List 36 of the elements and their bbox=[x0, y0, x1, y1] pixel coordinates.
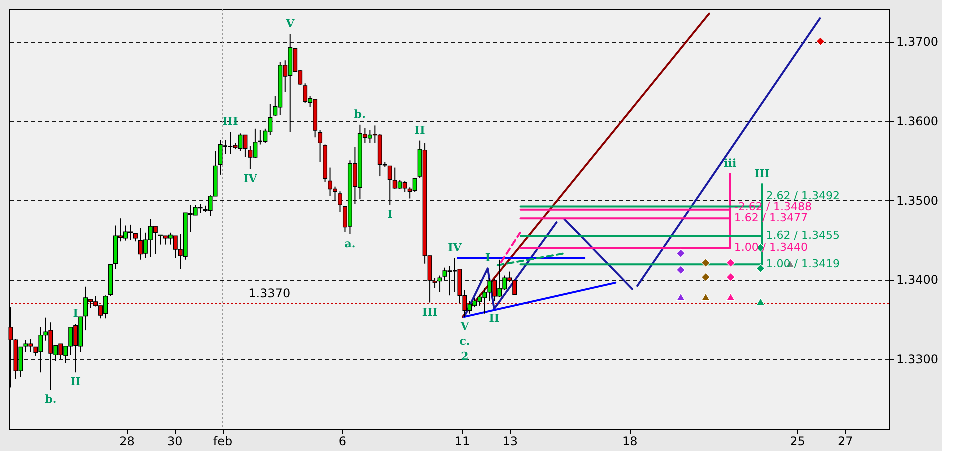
x-tick-label: 13 bbox=[502, 434, 518, 448]
annotation: III bbox=[754, 167, 770, 180]
annotation: b. bbox=[45, 393, 57, 406]
x-tick-label: 18 bbox=[622, 434, 638, 448]
annotation: I bbox=[73, 307, 78, 320]
annotation: I bbox=[388, 208, 393, 222]
annotation: 2 bbox=[461, 350, 469, 364]
series-label: 1.62 / 1.3455 bbox=[766, 229, 840, 242]
x-tick-label: 27 bbox=[838, 434, 854, 448]
y-tick-label: 1.3700 bbox=[896, 35, 938, 50]
annotation: a. bbox=[344, 237, 356, 250]
x-tick-label: 25 bbox=[790, 434, 806, 448]
series-label: 1.00 / 1.3419 bbox=[766, 258, 840, 271]
y-tick-label: 1.3600 bbox=[896, 114, 938, 128]
annotation: IV bbox=[448, 241, 462, 254]
annotation: II bbox=[489, 312, 500, 326]
annotation: V bbox=[285, 17, 296, 30]
annotation: III bbox=[422, 306, 438, 319]
annotation: IV bbox=[244, 172, 258, 186]
y-tick-label: 1.3400 bbox=[896, 273, 938, 288]
y-tick-label: 1.3500 bbox=[896, 194, 938, 208]
annotation: b. bbox=[354, 108, 366, 121]
annotation: iii bbox=[724, 157, 737, 170]
annotation: V bbox=[460, 320, 470, 334]
x-tick-label: 30 bbox=[167, 434, 183, 448]
series-label: 1.00 / 1.3440 bbox=[734, 240, 808, 254]
annotation: c. bbox=[460, 335, 470, 348]
x-tick-label: 28 bbox=[120, 434, 135, 448]
annotation: II bbox=[70, 376, 81, 389]
ref-line-label: 1.3370 bbox=[248, 286, 291, 301]
y-tick-label: 1.3300 bbox=[896, 352, 938, 367]
x-tick-label: 6 bbox=[338, 434, 347, 448]
x-tick-label: feb bbox=[213, 434, 233, 448]
series-label: 2.62 / 1.3492 bbox=[766, 190, 840, 203]
annotation: II bbox=[414, 124, 426, 137]
x-tick-label: 11 bbox=[454, 434, 470, 448]
